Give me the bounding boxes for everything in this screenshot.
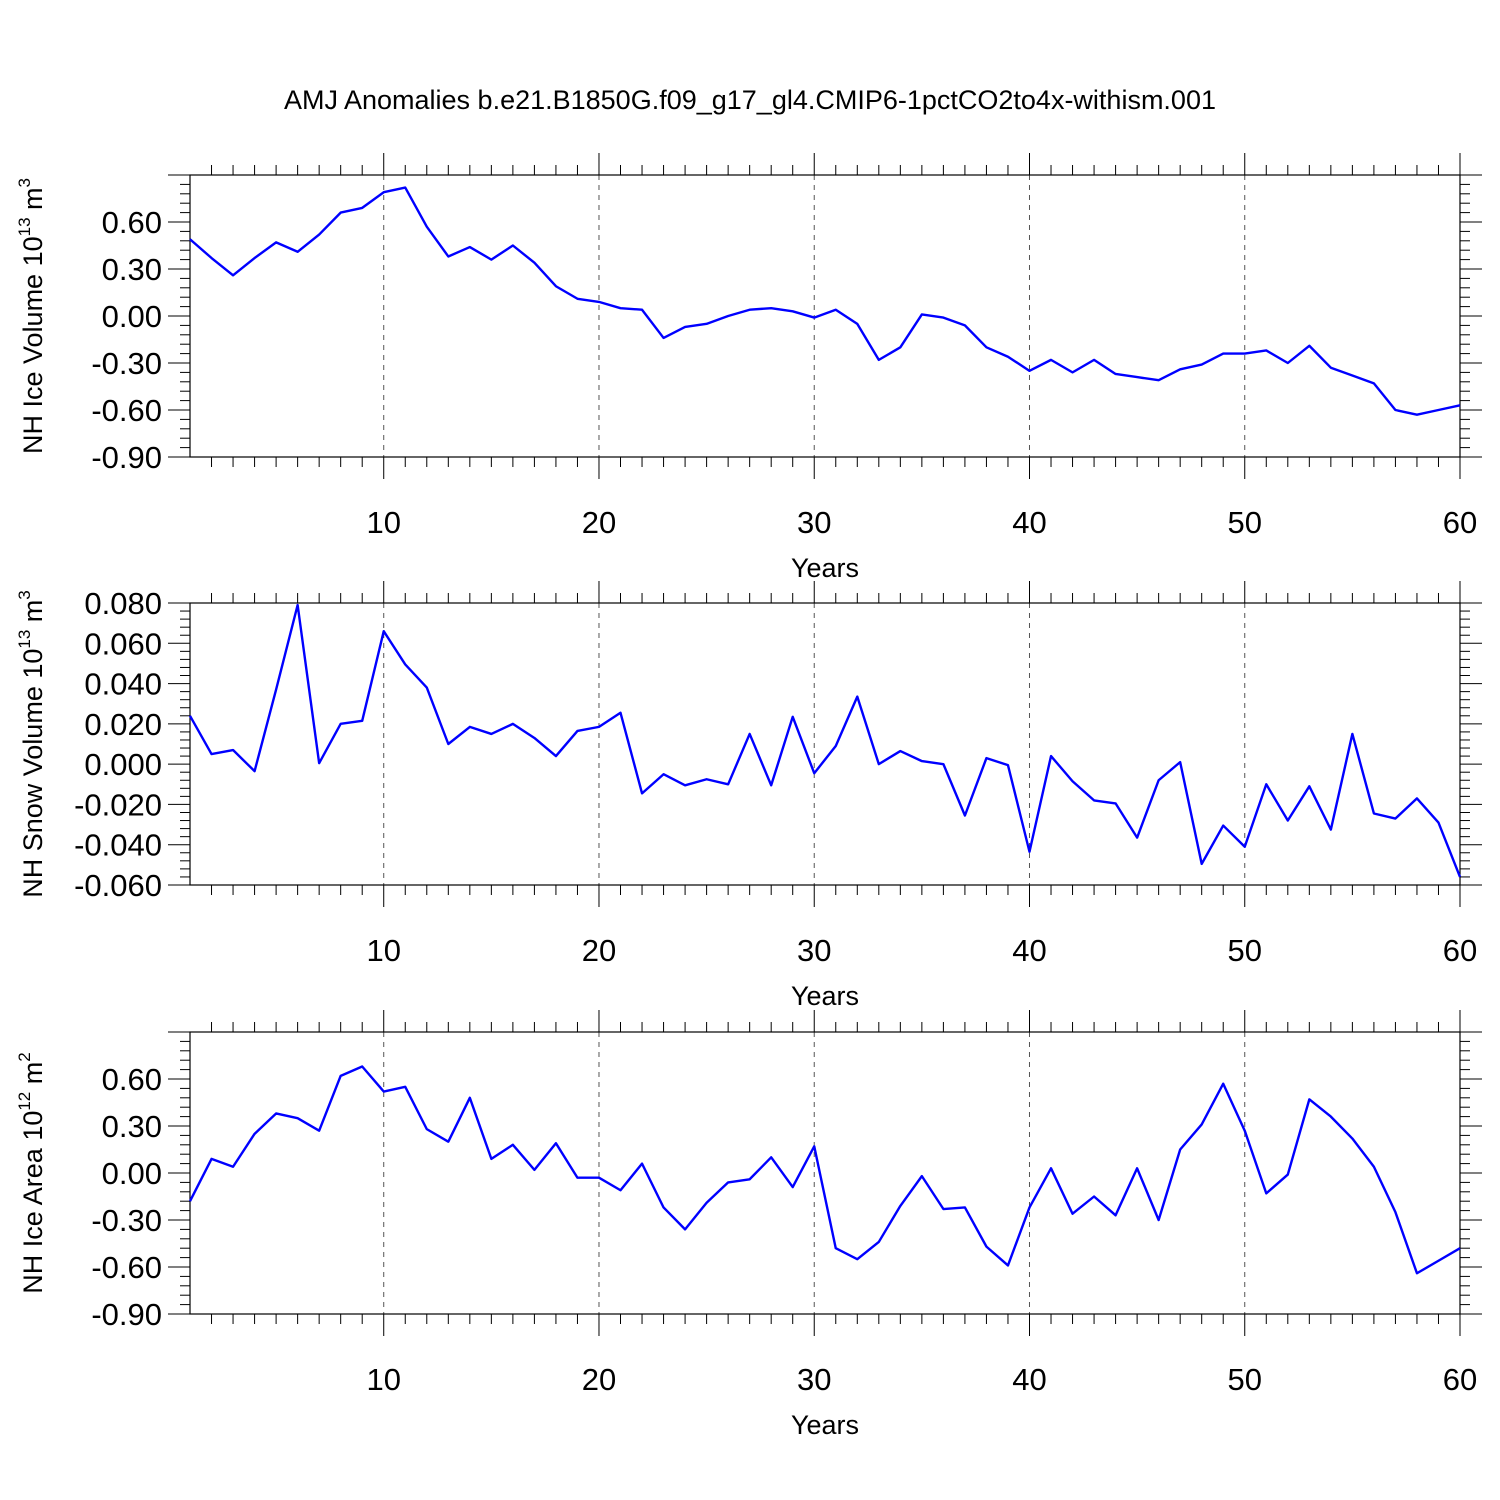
x-axis-title: Years: [791, 553, 859, 583]
y-tick-label: 0.60: [102, 205, 162, 240]
y-tick-label: 0.080: [84, 586, 162, 621]
y-tick-label: -0.060: [74, 868, 162, 903]
plot-frame: [189, 174, 1461, 458]
y-tick-label: -0.90: [91, 440, 162, 475]
y-tick-label: 0.040: [84, 667, 162, 702]
x-tick-label: 30: [797, 1362, 831, 1397]
y-tick-label: 0.30: [102, 1109, 162, 1144]
x-tick-label: 40: [1012, 1362, 1046, 1397]
x-tick-label: 50: [1228, 505, 1262, 540]
x-tick-label: 50: [1228, 1362, 1262, 1397]
y-tick-label: -0.30: [91, 1203, 162, 1238]
series-line: [188, 603, 1462, 878]
plot-frame: [189, 602, 1461, 886]
series-line: [188, 1065, 1461, 1275]
y-tick-label: 0.00: [102, 299, 162, 334]
x-tick-label: 30: [797, 505, 831, 540]
panel-1: 10 20 30 40 50 60 -0.90 -0.60 -0.30 0.00 0.30 0.60 Y…: [15, 153, 1482, 583]
plot-frame: [189, 1031, 1461, 1315]
x-tick-label: 20: [582, 505, 616, 540]
x-tick-label: 40: [1012, 933, 1046, 968]
x-tick-label: 50: [1228, 933, 1262, 968]
y-tick-label: -0.60: [91, 1250, 162, 1285]
y-tick-label: -0.020: [74, 787, 162, 822]
x-tick-label: 20: [582, 933, 616, 968]
panel-2: 10 20 30 40 50 60 -0.060 -0.040 -0.020 0.000 0.020…: [15, 581, 1482, 1011]
x-tick-label: 60: [1443, 505, 1477, 540]
y-axis-title: NH Ice Area 1012 m2: [15, 1052, 48, 1293]
y-tick-label: -0.30: [91, 346, 162, 381]
x-tick-label: 30: [797, 933, 831, 968]
y-tick-label: 0.00: [102, 1156, 162, 1191]
y-tick-label: 0.020: [84, 707, 162, 742]
y-tick-label: 0.30: [102, 252, 162, 287]
x-tick-label: 10: [366, 505, 400, 540]
y-axis-title: NH Snow Volume 1013 m3: [15, 590, 48, 898]
y-tick-label: 0.060: [84, 626, 162, 661]
y-tick-label: 0.000: [84, 747, 162, 782]
y-tick-label: -0.90: [91, 1297, 162, 1332]
x-tick-label: 20: [582, 1362, 616, 1397]
x-tick-label: 10: [366, 933, 400, 968]
x-tick-label: 10: [366, 1362, 400, 1397]
x-axis-title: Years: [791, 1410, 859, 1440]
x-tick-label: 60: [1443, 933, 1477, 968]
panel-3: 10 20 30 40 50 60 -0.90 -0.60 -0.30 0.00 0.30 0.60 Y…: [15, 1010, 1482, 1440]
y-tick-label: -0.60: [91, 393, 162, 428]
y-tick-label: 0.60: [102, 1062, 162, 1097]
y-tick-label: -0.040: [74, 828, 162, 863]
x-tick-label: 40: [1012, 505, 1046, 540]
x-tick-label: 60: [1443, 1362, 1477, 1397]
series-line: [189, 186, 1461, 416]
x-axis-title: Years: [791, 981, 859, 1011]
figure-title: AMJ Anomalies b.e21.B1850G.f09_g17_gl4.C…: [283, 85, 1216, 115]
y-axis-title: NH Ice Volume 1013 m3: [15, 178, 48, 454]
